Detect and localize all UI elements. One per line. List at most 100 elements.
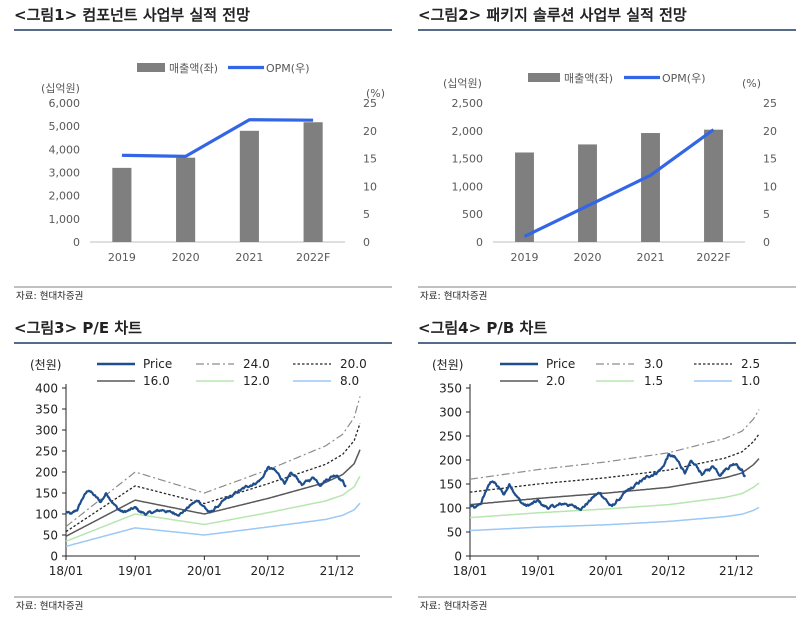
right-axis-tick-label: 0	[763, 236, 770, 249]
y-axis-tick-label: 250	[439, 430, 462, 444]
right-axis-tick-label: 5	[363, 208, 370, 221]
y-axis-tick-label: 300	[439, 406, 462, 420]
band-line-1	[469, 409, 760, 480]
left-axis-unit: (십억원)	[41, 82, 80, 95]
left-axis-tick-label: 2,000	[49, 190, 81, 203]
y-axis-tick-label: 400	[35, 382, 58, 396]
figure-1-axes: 01,0002,0003,0004,0005,0006,000051015202…	[49, 97, 378, 264]
legend-label-price: Price	[546, 357, 575, 371]
band-line-4	[65, 475, 361, 542]
right-axis-unit: (%)	[366, 87, 385, 100]
right-axis-tick-label: 20	[363, 125, 377, 138]
bar-sales	[176, 157, 196, 242]
band-line-5	[469, 506, 760, 532]
right-axis-tick-label: 25	[363, 97, 377, 110]
price-line	[469, 453, 747, 512]
left-axis-tick-label: 2,500	[452, 97, 484, 110]
left-axis-tick-label: 5,000	[49, 120, 81, 133]
x-axis-tick-label: 2020	[574, 251, 602, 264]
legend-label-price: Price	[143, 357, 172, 371]
left-axis-tick-label: 500	[462, 208, 483, 221]
x-axis-tick-label: 18/01	[453, 564, 488, 578]
left-axis-tick-label: 4,000	[49, 143, 81, 156]
legend-swatch-sales	[137, 63, 165, 72]
legend-label-band-5: 1.0	[741, 374, 760, 388]
x-axis-tick-label: 2020	[172, 251, 200, 264]
legend-label-band-1: 24.0	[243, 357, 270, 371]
bar-sales	[704, 129, 723, 242]
legend-label-band-5: 8.0	[340, 374, 359, 388]
legend-label-band-3: 16.0	[143, 374, 170, 388]
bar-sales	[303, 122, 323, 242]
legend-label-band-4: 1.5	[644, 374, 663, 388]
figure-4-axes: 0 50 100 150 200 250 300 350 18/01 19/01 20/01 20/1…	[439, 382, 759, 578]
figure-1-plot	[112, 118, 323, 242]
figure-4-plot	[469, 409, 760, 532]
x-axis-tick-label: 2021	[637, 251, 665, 264]
right-axis-tick-label: 5	[763, 208, 770, 221]
band-line-3	[469, 458, 760, 506]
y-axis-tick-label: 150	[439, 478, 462, 492]
y-axis-unit: (천원)	[432, 357, 463, 372]
y-axis-unit: (천원)	[30, 357, 61, 372]
x-axis-tick-label: 2022F	[696, 251, 730, 264]
x-axis-tick-label: 19/01	[521, 564, 556, 578]
right-axis-tick-label: 10	[363, 180, 377, 193]
y-axis-tick-label: 0	[50, 550, 58, 564]
legend-label-band-4: 12.0	[243, 374, 270, 388]
right-axis-tick-label: 0	[363, 236, 370, 249]
right-axis-tick-label: 15	[763, 153, 777, 166]
figure-4-source: 자료: 현대차증권	[420, 600, 487, 612]
figure-1: <그림1> 컴포넌트 사업부 실적 전망 매출액(좌) OPM(우) (십억원)…	[14, 6, 392, 302]
legend-label-opm: OPM(우)	[662, 72, 706, 85]
figure-3: <그림3> P/E 차트 (천원) Price 24.0 20.0 16.0 1…	[14, 319, 392, 612]
y-axis-tick-label: 350	[439, 382, 462, 396]
figure-2-plot	[515, 128, 723, 242]
band-line-4	[469, 482, 760, 519]
x-axis-tick-label: 2019	[511, 251, 539, 264]
y-axis-tick-label: 0	[454, 550, 462, 564]
legend-label-opm: OPM(우)	[266, 62, 310, 75]
right-axis-tick-label: 25	[763, 97, 777, 110]
line-opm	[121, 118, 314, 158]
y-axis-tick-label: 100	[439, 502, 462, 516]
y-axis-tick-label: 200	[35, 466, 58, 480]
right-axis-tick-label: 20	[763, 125, 777, 138]
y-axis-tick-label: 100	[35, 508, 58, 522]
legend-label-band-1: 3.0	[644, 357, 663, 371]
right-axis-tick-label: 10	[763, 180, 777, 193]
y-axis-tick-label: 300	[35, 424, 58, 438]
x-axis-tick-label: 20/12	[250, 564, 285, 578]
figure-4-title: <그림4> P/B 차트	[418, 319, 547, 337]
x-axis-tick-label: 2022F	[296, 251, 330, 264]
legend-label-band-3: 2.0	[546, 374, 565, 388]
legend-label-sales: 매출액(좌)	[564, 72, 613, 85]
y-axis-tick-label: 350	[35, 403, 58, 417]
band-line-2	[65, 423, 361, 533]
figure-1-source: 자료: 현대차증권	[16, 290, 83, 302]
bar-sales	[641, 133, 660, 242]
price-line	[65, 465, 347, 517]
line-opm	[523, 128, 715, 238]
figure-3-source: 자료: 현대차증권	[16, 600, 83, 612]
band-line-5	[65, 502, 361, 548]
figure-2-title: <그림2> 패키지 솔루션 사업부 실적 전망	[418, 6, 687, 24]
right-axis-unit: (%)	[742, 77, 761, 90]
left-axis-unit: (십억원)	[443, 77, 482, 90]
bar-sales	[515, 152, 534, 242]
x-axis-tick-label: 21/12	[320, 564, 355, 578]
left-axis-tick-label: 1,000	[452, 180, 484, 193]
left-axis-tick-label: 0	[73, 236, 80, 249]
left-axis-tick-label: 1,500	[452, 153, 484, 166]
legend-swatch-sales	[528, 73, 560, 82]
figure-2-axes: 0 500 1,000 1,500 2,000 2,500 0 5 10 15 20 25 2019 20…	[452, 97, 778, 264]
figure-2: <그림2> 패키지 솔루션 사업부 실적 전망 매출액(좌) OPM(우) (십…	[418, 6, 796, 302]
bar-sales	[112, 167, 132, 242]
y-axis-tick-label: 250	[35, 445, 58, 459]
band-line-2	[469, 433, 760, 493]
left-axis-tick-label: 1,000	[49, 213, 81, 226]
y-axis-tick-label: 50	[43, 529, 58, 543]
y-axis-tick-label: 50	[447, 526, 462, 540]
figure-2-source: 자료: 현대차증권	[420, 290, 487, 302]
